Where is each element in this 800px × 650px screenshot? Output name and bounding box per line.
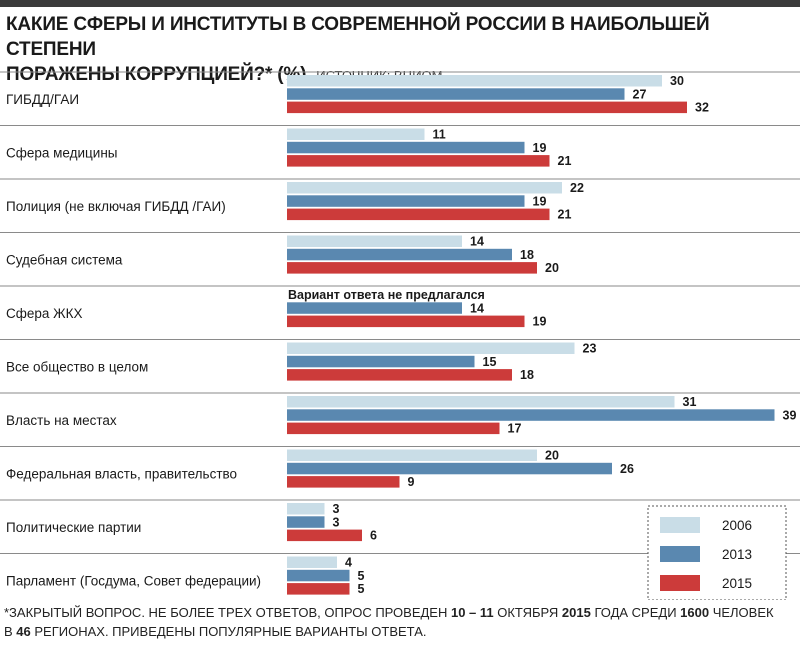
footnote-line-2: В 46 РЕГИОНАХ. ПРИВЕДЕНЫ ПОПУЛЯРНЫЕ ВАРИ… [4, 622, 798, 641]
data-label: 3 [333, 515, 340, 529]
data-label: 3 [333, 502, 340, 516]
footnote-dates: 10 – 11 [450, 605, 494, 620]
data-label: 5 [358, 582, 365, 596]
bar-2006 [287, 342, 575, 354]
bar-2006 [287, 503, 325, 515]
data-label: 22 [570, 181, 584, 195]
data-label: 30 [670, 74, 684, 88]
footnote-text: В [4, 624, 17, 639]
category-label: Политические партии [6, 520, 141, 535]
footnote-text: ОКТЯБРЯ [493, 605, 562, 620]
data-label: 19 [533, 194, 547, 208]
legend-swatch-2013 [660, 546, 700, 562]
footnote-sample: 1600 [680, 605, 710, 620]
bar-2015 [287, 101, 687, 114]
bar-2013 [287, 409, 775, 421]
data-label: 21 [558, 154, 572, 168]
footnote-text: ЧЕЛОВЕК [709, 605, 774, 620]
footnote: *ЗАКРЫТЫЙ ВОПРОС. НЕ БОЛЕЕ ТРЕХ ОТВЕТОВ,… [4, 603, 798, 641]
legend-label: 2013 [722, 547, 752, 562]
category-label: Все общество в целом [6, 359, 148, 374]
bar-2015 [287, 583, 350, 595]
bar-2015 [287, 262, 537, 274]
bar-2015 [287, 315, 525, 328]
data-label: 11 [433, 128, 446, 142]
category-label: Сфера ЖКХ [6, 306, 82, 321]
data-label: 20 [545, 449, 559, 463]
data-label: 9 [408, 475, 415, 489]
data-label: 18 [520, 248, 534, 262]
data-label: 17 [508, 422, 522, 436]
data-label: 15 [483, 355, 497, 369]
data-label: 19 [533, 141, 547, 155]
data-label: 5 [358, 569, 365, 583]
category-label: Парламент (Госдума, Совет федерации) [6, 573, 261, 588]
footnote-text: *ЗАКРЫТЫЙ ВОПРОС. НЕ БОЛЕЕ ТРЕХ ОТВЕТОВ,… [4, 605, 451, 620]
bar-2015 [287, 369, 512, 381]
legend-label: 2015 [722, 576, 752, 591]
bar-2013 [287, 462, 612, 475]
legend-swatch-2006 [660, 517, 700, 533]
category-label: Власть на местах [6, 413, 117, 428]
data-label: 20 [545, 261, 559, 275]
bar-2015 [287, 476, 400, 488]
category-label: Сфера медицины [6, 145, 117, 160]
category-label: ГИБДД/ГАИ [6, 92, 79, 107]
category-label: Полиция (не включая ГИБДД /ГАИ) [6, 199, 226, 214]
data-label: 31 [683, 395, 697, 409]
bar-2013 [287, 88, 625, 100]
data-label: 6 [370, 529, 377, 543]
title-line-1: КАКИЕ СФЕРЫ И ИНСТИТУТЫ В СОВРЕМЕННОЙ РО… [6, 14, 710, 60]
data-label: 26 [620, 462, 634, 476]
data-label: 4 [345, 556, 352, 570]
bar-2013 [287, 302, 462, 314]
data-label: 27 [633, 87, 647, 101]
legend-swatch-2015 [660, 575, 700, 591]
bar-2006 [287, 182, 562, 194]
bar-2006 [287, 449, 537, 461]
bar-2015 [287, 208, 550, 221]
bar-2006 [287, 556, 337, 568]
bar-2015 [287, 155, 550, 167]
bar-2013 [287, 141, 525, 154]
missing-note: Вариант ответа не предлагался [288, 288, 485, 302]
bar-chart: ГИБДД/ГАИ 30 27 32 Сфера медицины 11 19 21 Полиц… [0, 71, 800, 600]
bar-2013 [287, 355, 475, 368]
footnote-year: 2015 [561, 605, 591, 620]
bar-2013 [287, 569, 350, 582]
bar-2013 [287, 195, 525, 207]
bar-2006 [287, 235, 462, 247]
data-label: 14 [470, 235, 484, 249]
bar-2006 [287, 75, 662, 87]
footnote-line-1: *ЗАКРЫТЫЙ ВОПРОС. НЕ БОЛЕЕ ТРЕХ ОТВЕТОВ,… [4, 603, 798, 622]
footnote-text: РЕГИОНАХ. ПРИВЕДЕНЫ ПОПУЛЯРНЫЕ ВАРИАНТЫ … [30, 624, 427, 639]
title-line-2-text: ПОРАЖЕНЫ КОРРУПЦИЕЙ?* (%) [6, 64, 307, 85]
bar-2013 [287, 516, 325, 528]
bar-2006 [287, 396, 675, 408]
bar-2013 [287, 248, 512, 261]
data-label: 39 [783, 408, 797, 422]
bar-2006 [287, 128, 425, 140]
data-label: 21 [558, 208, 572, 222]
top-rule [0, 0, 800, 7]
data-label: 19 [533, 315, 547, 329]
bar-2015 [287, 529, 362, 542]
data-label: 14 [470, 301, 484, 315]
footnote-text: ГОДА СРЕДИ [590, 605, 681, 620]
data-label: 32 [695, 101, 709, 115]
data-label: 23 [583, 342, 597, 356]
footnote-regions: 46 [16, 624, 31, 639]
data-label: 18 [520, 368, 534, 382]
legend-label: 2006 [722, 518, 752, 533]
category-label: Судебная система [6, 252, 123, 267]
category-label: Федеральная власть, правительство [6, 466, 237, 481]
bar-2015 [287, 422, 500, 435]
